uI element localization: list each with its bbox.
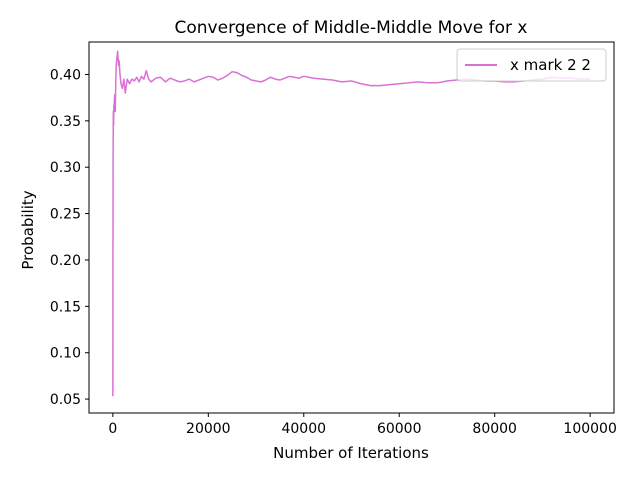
plot-area: 0 20000 40000 60000 80000 100000 0.05 0.10 0.15 0…: [50, 41, 617, 437]
y-tick-label: 0.35: [50, 114, 81, 130]
x-tick-label: 60000: [377, 421, 422, 437]
x-tick-label: 100000: [563, 421, 616, 437]
x-tick-label: 20000: [186, 421, 231, 437]
y-tick-label: 0.15: [50, 299, 81, 315]
x-axis-label: Number of Iterations: [273, 444, 429, 462]
chart-title: Convergence of Middle-Middle Move for x: [175, 18, 528, 38]
legend-label: x mark 2 2: [510, 56, 591, 74]
x-tick-label: 0: [108, 421, 117, 437]
x-tick-label: 80000: [472, 421, 517, 437]
series-line-0: [112, 50, 591, 397]
legend-box: [456, 48, 607, 82]
x-tick-label: 40000: [281, 421, 326, 437]
y-tick-label: 0.05: [50, 392, 81, 408]
legend: x mark 2 2: [456, 48, 607, 82]
y-axis-label: Probability: [19, 190, 37, 269]
y-tick-label: 0.30: [50, 160, 81, 176]
y-tick-label: 0.10: [50, 346, 81, 362]
axes-frame: [88, 41, 615, 414]
y-tick-label: 0.20: [50, 253, 81, 269]
y-tick-label: 0.40: [50, 67, 81, 83]
y-tick-label: 0.25: [50, 207, 81, 223]
